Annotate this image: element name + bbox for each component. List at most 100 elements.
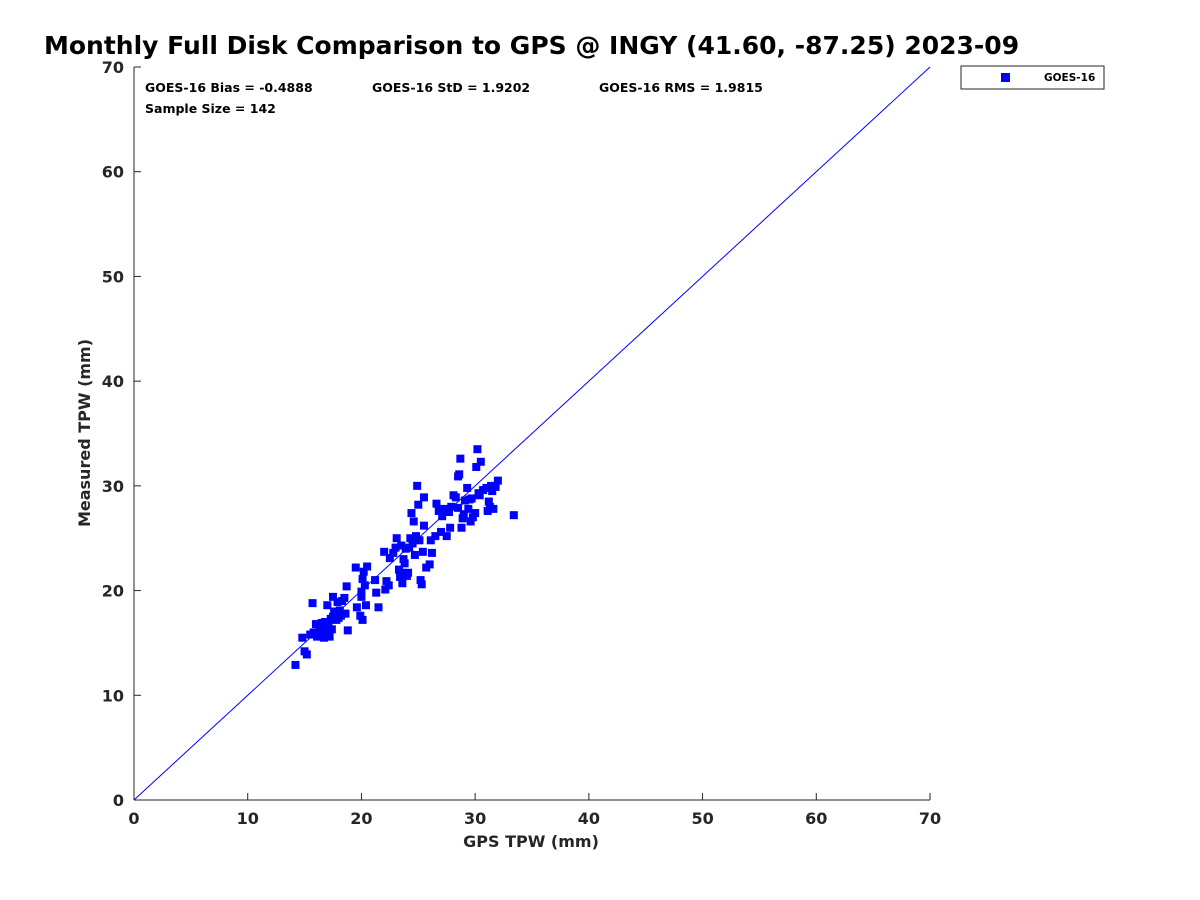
data-point: [333, 598, 342, 607]
y-tick-label: 50: [102, 267, 124, 286]
data-point: [405, 543, 414, 552]
x-axis-label: GPS TPW (mm): [463, 832, 599, 851]
x-tick-label: 40: [578, 809, 600, 828]
data-point: [342, 582, 351, 591]
data-point: [427, 548, 436, 557]
data-point: [363, 562, 372, 571]
data-point: [330, 607, 339, 616]
data-point: [410, 550, 419, 559]
stat-bias: GOES-16 Bias = -0.4888: [145, 80, 313, 95]
data-point: [372, 588, 381, 597]
data-point: [408, 539, 417, 548]
data-point: [460, 496, 469, 505]
data-point: [357, 592, 366, 601]
data-point: [374, 603, 383, 612]
data-point: [417, 580, 426, 589]
one-to-one-line: [133, 66, 931, 801]
data-point: [298, 633, 307, 642]
data-point: [437, 527, 446, 536]
data-point: [473, 445, 482, 454]
y-tick-label: 30: [102, 477, 124, 496]
data-point: [440, 504, 449, 513]
y-tick-label: 20: [102, 582, 124, 601]
x-tick-label: 30: [464, 809, 486, 828]
x-ticks: 0 10 20 30 40 50 60 70: [128, 793, 941, 828]
data-point: [371, 576, 380, 585]
data-point: [409, 517, 418, 526]
data-point: [406, 534, 415, 543]
data-point: [396, 572, 405, 581]
data-point: [434, 506, 443, 515]
data-point: [412, 532, 421, 541]
data-point: [389, 548, 398, 557]
data-point: [416, 576, 425, 585]
legend: GOES-16: [960, 65, 1105, 90]
legend-marker-square: [1001, 73, 1010, 82]
x-tick-label: 60: [805, 809, 827, 828]
data-point: [397, 568, 406, 577]
data-point: [493, 476, 502, 485]
data-point: [336, 611, 345, 620]
data-point: [357, 587, 366, 596]
data-point: [509, 511, 518, 520]
data-point: [324, 620, 333, 629]
data-point: [442, 532, 451, 541]
legend-label: GOES-16: [1044, 72, 1095, 84]
data-point: [360, 581, 369, 590]
chart-title: Monthly Full Disk Comparison to GPS @ IN…: [44, 31, 1019, 60]
data-point: [352, 603, 361, 612]
data-point: [426, 536, 435, 545]
y-tick-label: 10: [102, 686, 124, 705]
data-point: [487, 481, 496, 490]
data-point: [381, 585, 390, 594]
stat-std: GOES-16 StD = 1.9202: [372, 80, 530, 95]
data-point: [335, 606, 344, 615]
data-point: [397, 541, 406, 550]
data-point: [319, 633, 328, 642]
data-point: [384, 581, 393, 590]
data-point: [361, 601, 370, 610]
stat-sample-size: Sample Size = 142: [145, 101, 276, 116]
data-point: [359, 567, 368, 576]
data-point: [418, 547, 427, 556]
data-point: [432, 499, 441, 508]
data-point: [456, 454, 465, 463]
data-point: [340, 593, 349, 602]
y-tick-label: 60: [102, 163, 124, 182]
data-point: [472, 463, 481, 472]
data-point: [464, 504, 473, 513]
data-point: [467, 494, 476, 503]
data-point: [468, 513, 477, 522]
data-point: [329, 592, 337, 601]
x-tick-label: 10: [237, 809, 259, 828]
data-point: [291, 660, 300, 669]
y-tick-label: 70: [102, 58, 124, 77]
data-point: [444, 508, 453, 517]
data-point: [358, 615, 367, 624]
axes: [133, 67, 930, 801]
data-point: [454, 503, 463, 512]
data-point: [483, 506, 492, 515]
y-ticks: 0 10 20 30 40 50 60 70: [102, 58, 141, 810]
data-point: [413, 481, 422, 490]
data-point: [356, 611, 365, 620]
data-point: [475, 491, 484, 500]
data-point: [484, 497, 493, 506]
data-point: [458, 514, 467, 523]
data-point: [419, 521, 428, 530]
data-point: [438, 512, 447, 521]
data-point: [382, 577, 391, 586]
data-point: [391, 543, 400, 552]
data-point: [414, 500, 423, 509]
x-tick-label: 70: [919, 809, 941, 828]
data-point: [327, 625, 336, 634]
data-point: [308, 599, 317, 608]
data-point: [351, 563, 360, 572]
y-tick-label: 0: [113, 791, 124, 810]
data-point: [385, 554, 394, 563]
data-point: [476, 457, 485, 466]
data-point: [398, 579, 407, 588]
data-point: [407, 509, 416, 518]
data-point: [466, 517, 475, 526]
